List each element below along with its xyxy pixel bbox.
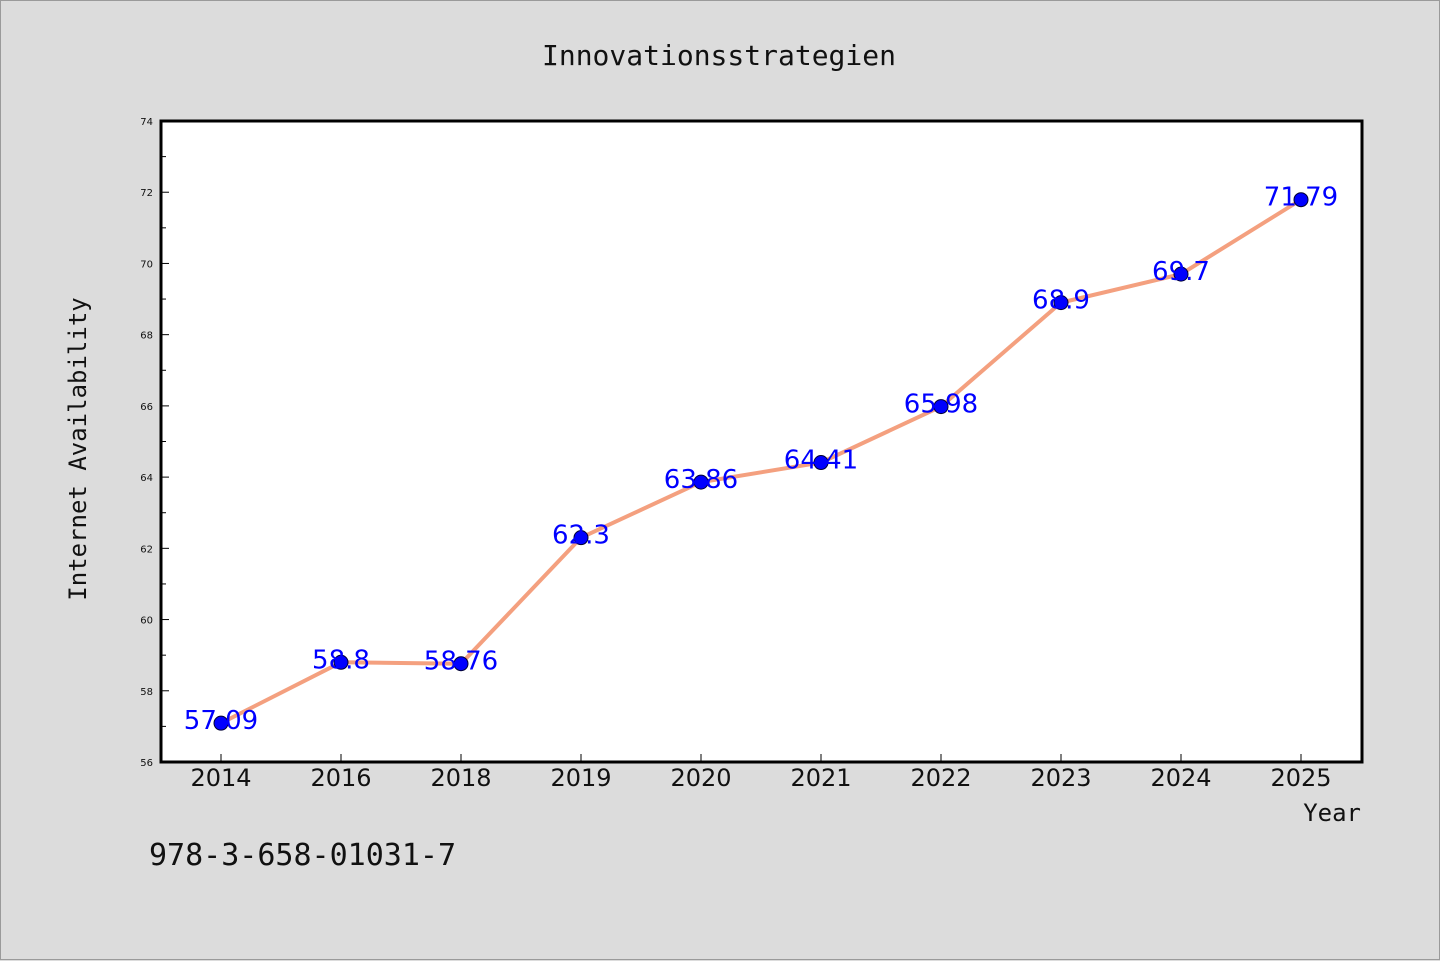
data-point bbox=[693, 474, 709, 490]
y-tick-label: 64 bbox=[140, 473, 153, 484]
data-point bbox=[1293, 192, 1309, 208]
y-tick-label: 56 bbox=[140, 758, 153, 769]
series-layer: 57.09 58.8 58.76 62.3 63.86 64.41 65.98 68.9 69.… bbox=[184, 183, 1338, 736]
series-line bbox=[220, 198, 1303, 725]
data-label: 64.41 bbox=[784, 446, 858, 476]
chart-title: Innovationsstrategien bbox=[542, 39, 896, 72]
data-label: 68.9 bbox=[1032, 286, 1090, 316]
y-tick-label: 62 bbox=[140, 544, 153, 555]
x-tick-label: 2019 bbox=[550, 764, 611, 792]
x-tick-label: 2024 bbox=[1150, 764, 1211, 792]
isbn-text: 978-3-658-01031-7 bbox=[149, 838, 456, 873]
y-tick-label: 70 bbox=[140, 259, 153, 270]
data-point bbox=[213, 715, 229, 731]
y-tick-label: 74 bbox=[140, 117, 153, 128]
y-tick-label: 58 bbox=[140, 687, 153, 698]
x-tick-label: 2018 bbox=[430, 764, 491, 792]
data-point bbox=[813, 455, 829, 471]
data-label: 63.86 bbox=[664, 465, 738, 495]
x-tick-label: 2020 bbox=[670, 764, 731, 792]
y-tick-label: 72 bbox=[140, 188, 153, 199]
x-tick-label: 2016 bbox=[310, 764, 371, 792]
data-label: 65.98 bbox=[904, 390, 978, 420]
x-tick-label: 2025 bbox=[1270, 764, 1331, 792]
data-label: 57.09 bbox=[184, 706, 258, 736]
y-axis-label: Internet Availability bbox=[64, 297, 92, 600]
data-label: 58.8 bbox=[312, 645, 370, 675]
y-tick-label: 66 bbox=[140, 402, 153, 413]
data-point bbox=[933, 399, 949, 415]
data-label: 62.3 bbox=[552, 521, 610, 551]
y-axis: 56 58 60 62 64 66 68 70 72 74 bbox=[140, 117, 169, 769]
y-tick-label: 68 bbox=[140, 331, 153, 342]
x-tick-label: 2022 bbox=[910, 764, 971, 792]
plot-area bbox=[159, 119, 1364, 764]
data-point bbox=[573, 530, 589, 546]
x-tick-label: 2014 bbox=[190, 764, 251, 792]
data-label: 71.79 bbox=[1264, 183, 1338, 213]
x-tick-label: 2021 bbox=[790, 764, 851, 792]
y-tick-label: 60 bbox=[140, 616, 153, 627]
data-point bbox=[1173, 266, 1189, 282]
x-axis-label: Year bbox=[1303, 799, 1361, 827]
data-point bbox=[333, 654, 349, 670]
data-label: 69.7 bbox=[1152, 257, 1210, 287]
data-point bbox=[1053, 295, 1069, 311]
data-label: 58.76 bbox=[424, 647, 498, 677]
data-point bbox=[453, 656, 469, 672]
x-axis: 2014 2016 2018 2019 2020 2021 2022 2023 2024 2025 bbox=[190, 754, 1332, 792]
x-tick-label: 2023 bbox=[1030, 764, 1091, 792]
